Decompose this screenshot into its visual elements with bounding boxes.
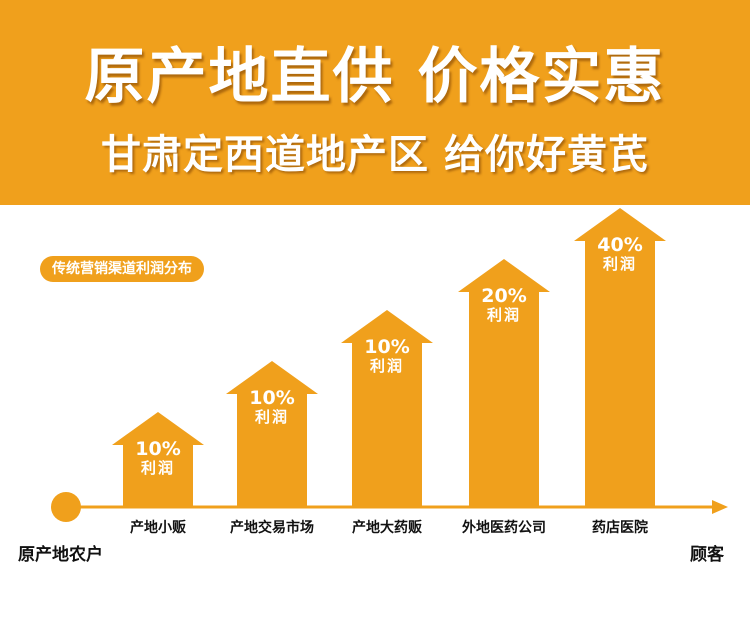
profit-text-3: 10% 利润 (364, 337, 409, 374)
arrows-layer (112, 208, 666, 507)
profit-word: 利润 (140, 458, 176, 477)
profit-percent: 10% (135, 438, 181, 460)
profit-word: 利润 (254, 407, 290, 426)
stage-label-4: 外地医药公司 (462, 520, 546, 536)
stage-label-3: 产地大药贩 (352, 520, 422, 536)
origin-label: 原产地农户 (18, 545, 103, 565)
profit-percent: 40% (597, 234, 643, 256)
profit-word: 利润 (369, 356, 405, 375)
profit-percent: 10% (364, 336, 410, 358)
stage-label-2: 产地交易市场 (230, 520, 314, 536)
top-banner: 原产地直供 价格实惠 甘肃定西道地产区 给你好黄芪 (0, 0, 750, 205)
profit-arrow-4 (458, 259, 550, 507)
channel-axis-arrowhead (712, 500, 728, 514)
headline: 原产地直供 价格实惠 (84, 42, 666, 112)
profit-word: 利润 (602, 254, 638, 273)
profit-text-5: 40% 利润 (597, 235, 642, 272)
profit-arrow-5 (574, 208, 666, 507)
profit-arrow-3 (341, 310, 433, 507)
profit-text-2: 10% 利润 (249, 388, 294, 425)
profit-arrow-2 (226, 361, 318, 507)
stage-label-1: 产地小贩 (130, 520, 186, 536)
legend-pill: 传统营销渠道利润分布 (40, 256, 204, 282)
stage-label-5: 药店医院 (592, 520, 648, 536)
end-customer-label: 顾客 (690, 545, 724, 565)
subline: 甘肃定西道地产区 给你好黄芪 (101, 132, 649, 178)
origin-dot (51, 492, 81, 522)
profit-arrow-1 (112, 412, 204, 507)
profit-text-4: 20% 利润 (481, 286, 526, 323)
profit-word: 利润 (486, 305, 522, 324)
profit-percent: 10% (249, 387, 295, 409)
profit-text-1: 10% 利润 (135, 439, 180, 476)
profit-percent: 20% (481, 285, 527, 307)
